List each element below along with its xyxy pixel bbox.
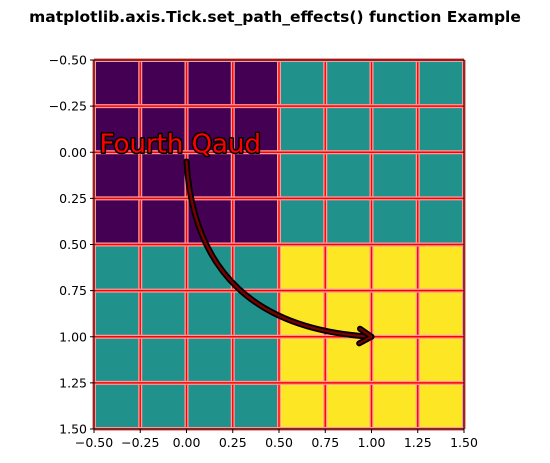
x-tick-label: −0.25 — [121, 435, 159, 450]
x-axis: −0.50 −0.25 0.00 0.25 0.50 0.75 1.00 1.25 1.50 — [75, 429, 478, 450]
y-tick-label: 0.50 — [59, 237, 87, 252]
y-tick-label: 0.75 — [59, 283, 87, 298]
x-tick-label: 1.25 — [404, 435, 432, 450]
x-tick-label: 1.00 — [358, 435, 386, 450]
x-tick-label: 0.25 — [219, 435, 247, 450]
y-tick-label: 1.25 — [59, 375, 87, 390]
y-tick-label: 1.50 — [59, 422, 87, 437]
x-tick-label: 1.50 — [450, 435, 478, 450]
y-tick-label: 0.25 — [59, 191, 87, 206]
x-tick-label: −0.50 — [75, 435, 113, 450]
y-tick-label: 0.00 — [59, 145, 87, 160]
y-axis: −0.50 −0.25 0.00 0.25 0.50 0.75 1.00 1.25 1.50 — [49, 53, 94, 437]
annotation-arrow — [185, 160, 373, 338]
annotation-arrowhead — [357, 327, 373, 345]
annotation-text: Fourth Qaud — [100, 129, 261, 159]
y-tick-label: 1.00 — [59, 329, 87, 344]
annotation-text-outline: Fourth Qaud — [100, 129, 261, 159]
x-tick-label: 0.50 — [265, 435, 293, 450]
x-tick-label: 0.00 — [173, 435, 201, 450]
x-tick-label: 0.75 — [311, 435, 339, 450]
chart-title: matplotlib.axis.Tick.set_path_effects() … — [29, 8, 521, 26]
y-tick-label: −0.25 — [49, 99, 87, 114]
y-tick-label: −0.50 — [49, 53, 87, 68]
